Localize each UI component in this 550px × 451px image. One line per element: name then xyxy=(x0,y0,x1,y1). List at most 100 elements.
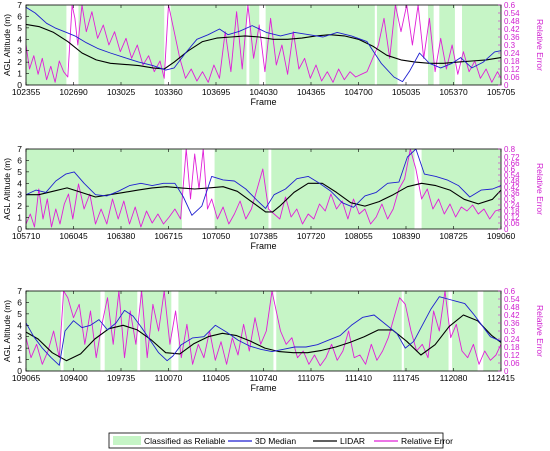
reliable-region xyxy=(26,5,67,85)
y-right-tick-label: 0.3 xyxy=(504,195,516,204)
y-left-tick-label: 7 xyxy=(17,144,22,154)
x-tick-label: 111745 xyxy=(392,373,419,383)
x-tick-label: 105705 xyxy=(487,87,516,97)
y-right-tick-label: 0.36 xyxy=(504,319,520,328)
legend-label-relative-error: Relative Error xyxy=(401,436,453,446)
y-left-tick-label: 0 xyxy=(17,366,22,376)
x-tick-label: 107050 xyxy=(202,231,231,241)
y-left-tick-label: 4 xyxy=(17,178,22,188)
y-right-tick-label: 0 xyxy=(504,367,509,376)
x-tick-label: 111410 xyxy=(345,373,372,383)
x-tick-label: 109400 xyxy=(59,373,88,383)
series-relative-error-line xyxy=(26,291,501,367)
y-left-tick-label: 7 xyxy=(17,286,22,296)
y-left-axis-label: AGL Altitude (m) xyxy=(2,14,12,76)
x-tick-label: 105035 xyxy=(392,87,421,97)
y-right-tick-label: 0.12 xyxy=(504,65,520,74)
x-tick-label: 108725 xyxy=(439,231,468,241)
legend-label-lidar: LIDAR xyxy=(340,436,365,446)
y-right-tick-label: 0.12 xyxy=(504,351,520,360)
reliable-region xyxy=(249,5,260,85)
y-left-tick-label: 7 xyxy=(17,0,22,10)
x-axis-label: Frame xyxy=(250,383,276,393)
y-right-tick-label: 0.6 xyxy=(504,287,516,296)
y-right-axis-label: Relative Error xyxy=(535,305,545,357)
x-tick-label: 104030 xyxy=(249,87,278,97)
x-tick-label: 102355 xyxy=(12,87,41,97)
x-tick-label: 105370 xyxy=(439,87,468,97)
y-left-tick-label: 3 xyxy=(17,46,22,56)
x-tick-label: 110405 xyxy=(202,373,230,383)
y-left-tick-label: 6 xyxy=(17,11,22,21)
y-left-tick-label: 1 xyxy=(17,213,22,223)
reliable-region xyxy=(178,291,274,371)
chart-panel-1: 102355 102690 103025 103360 103695 104030 1043… xyxy=(2,0,545,107)
y-left-tick-label: 1 xyxy=(17,355,22,365)
reliable-region xyxy=(104,291,138,371)
y-right-tick-label: 0.54 xyxy=(504,171,520,180)
y-right-tick-label: 0.06 xyxy=(504,359,520,368)
y-right-tick-label: 0.48 xyxy=(504,177,520,186)
y-right-axis-label: Relative Error xyxy=(535,163,545,215)
y-right-tick-label: 0 xyxy=(504,81,509,90)
series-relative-error-line xyxy=(26,149,501,228)
y-right-tick-label: 0.48 xyxy=(504,17,520,26)
legend-box xyxy=(108,432,444,449)
y-left-tick-label: 5 xyxy=(17,309,22,319)
reliable-region xyxy=(26,291,61,371)
y-right-tick-label: 0.36 xyxy=(504,189,520,198)
x-tick-label: 111075 xyxy=(297,373,324,383)
y-left-tick-label: 4 xyxy=(17,320,22,330)
chart-panel-3: 109065 109400 109735 110070 110405 110740 1110… xyxy=(2,286,545,393)
legend-swatch-classified-as-reliable xyxy=(113,436,141,445)
reliable-region xyxy=(276,291,402,371)
y-left-tick-label: 0 xyxy=(17,224,22,234)
x-tick-label: 112415 xyxy=(487,373,515,383)
y-right-tick-label: 0.3 xyxy=(504,327,516,336)
x-tick-label: 104365 xyxy=(297,87,326,97)
y-right-tick-label: 0.54 xyxy=(504,9,520,18)
y-left-tick-label: 2 xyxy=(17,201,22,211)
reliable-region xyxy=(427,5,434,85)
reliable-shading xyxy=(26,5,501,85)
series-lines xyxy=(26,291,501,367)
x-tick-label: 107720 xyxy=(297,231,326,241)
legend-label-3d-median: 3D Median xyxy=(255,436,296,446)
reliable-region xyxy=(170,5,247,85)
series-relative-error-line xyxy=(26,5,501,83)
x-tick-label: 103360 xyxy=(154,87,183,97)
x-tick-label: 109060 xyxy=(487,231,516,241)
legend-label-classified-as-reliable: Classified as Reliable xyxy=(144,436,226,446)
x-tick-label: 109735 xyxy=(107,373,136,383)
x-tick-label: 106715 xyxy=(154,231,183,241)
y-left-tick-label: 4 xyxy=(17,34,22,44)
y-right-axis-label: Relative Error xyxy=(535,19,545,71)
x-tick-label: 109065 xyxy=(12,373,41,383)
x-tick-label: 102690 xyxy=(59,87,88,97)
x-tick-label: 106045 xyxy=(59,231,88,241)
y-right-tick-label: 0.18 xyxy=(504,207,520,216)
reliable-region xyxy=(265,5,375,85)
y-right-tick-label: 0.12 xyxy=(504,213,520,222)
y-left-tick-label: 3 xyxy=(17,332,22,342)
y-left-tick-label: 2 xyxy=(17,343,22,353)
x-tick-label: 107385 xyxy=(249,231,278,241)
x-tick-label: 104700 xyxy=(344,87,373,97)
y-right-tick-label: 0.54 xyxy=(504,295,520,304)
x-tick-label: 112080 xyxy=(440,373,468,383)
y-right-tick-label: 0.72 xyxy=(504,153,520,162)
y-right-tick-label: 0 xyxy=(504,225,509,234)
x-tick-label: 108390 xyxy=(392,231,421,241)
y-left-tick-label: 2 xyxy=(17,57,22,67)
y-left-tick-label: 0 xyxy=(17,80,22,90)
reliable-region xyxy=(78,5,165,85)
y-right-tick-label: 0.8 xyxy=(504,145,516,154)
reliable-region xyxy=(483,291,501,371)
y-right-tick-label: 0.66 xyxy=(504,159,520,168)
x-tick-label: 103025 xyxy=(107,87,136,97)
y-right-tick-label: 0.24 xyxy=(504,201,520,210)
reliable-region xyxy=(439,5,455,85)
x-axis-label: Frame xyxy=(250,97,276,107)
y-left-tick-label: 3 xyxy=(17,190,22,200)
